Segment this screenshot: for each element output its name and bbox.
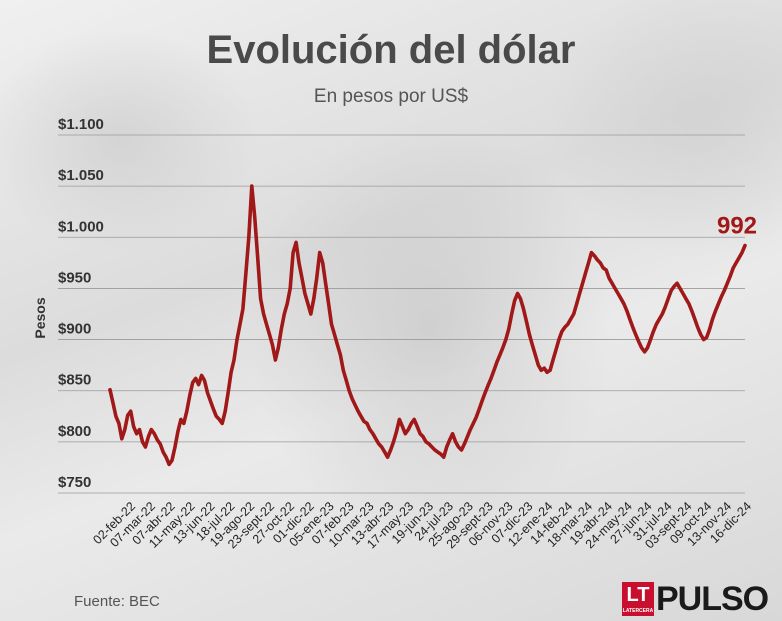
y-tick-label: $800 (58, 423, 91, 440)
y-tick-label: $1.050 (58, 167, 104, 184)
grid-lines (58, 134, 745, 494)
y-tick-label: $950 (58, 269, 91, 286)
x-axis-ticks: 02-feb-2207-mar-2207-abr-2211-may-2213-j… (90, 499, 754, 551)
y-tick-label: $1.000 (58, 218, 104, 235)
lt-logo-subtext: LATERCERA (622, 608, 654, 614)
y-axis-ticks: $750 $800 $850 $900 $950 $1.000 $1.050 $1.100 (58, 116, 104, 491)
pulso-logo-text: PULSO (656, 580, 769, 618)
y-tick-label: $900 (58, 321, 91, 338)
lt-logo-mark: LT LATERCERA (622, 582, 654, 616)
y-tick-label: $850 (58, 372, 91, 389)
chart-subtitle: En pesos por US$ (313, 86, 469, 107)
pulso-logo: LT LATERCERA PULSO (622, 580, 769, 618)
y-tick-label: $1.100 (58, 116, 104, 133)
end-value-label: 992 (717, 212, 757, 239)
lt-logo-text: LT (626, 584, 650, 606)
y-tick-label: $750 (58, 474, 91, 491)
series-line (108, 184, 747, 467)
chart-title: Evolución del dólar (206, 28, 576, 72)
source-note: Fuente: BEC (74, 593, 160, 610)
y-axis-label: Pesos (32, 297, 48, 338)
